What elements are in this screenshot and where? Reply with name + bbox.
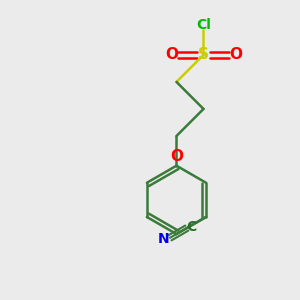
Text: S: S bbox=[198, 47, 209, 62]
Text: O: O bbox=[229, 47, 242, 62]
Text: N: N bbox=[158, 232, 169, 246]
Text: C: C bbox=[186, 220, 196, 234]
Text: O: O bbox=[170, 149, 183, 164]
Text: O: O bbox=[165, 47, 178, 62]
Text: Cl: Cl bbox=[196, 18, 211, 32]
